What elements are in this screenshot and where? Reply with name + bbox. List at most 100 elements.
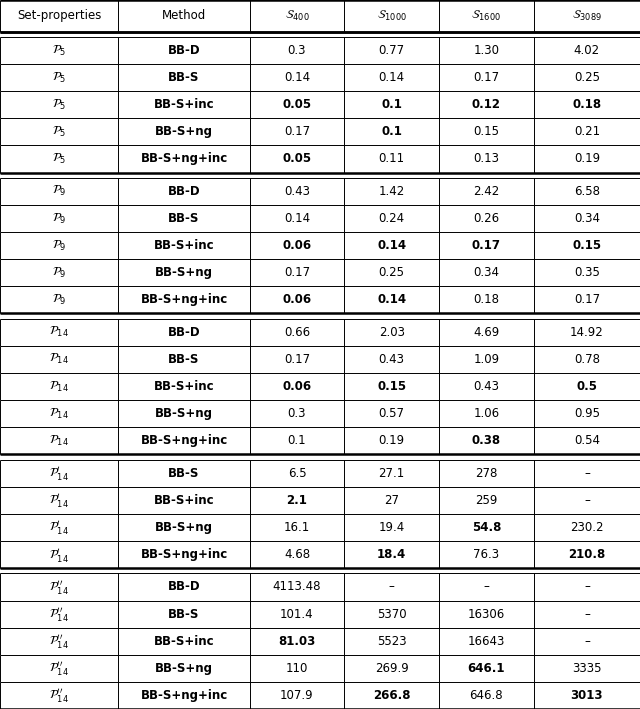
Text: 0.15: 0.15	[572, 239, 602, 252]
Text: 5523: 5523	[377, 635, 406, 648]
Text: 0.77: 0.77	[379, 44, 404, 57]
Text: 0.18: 0.18	[474, 294, 499, 306]
Text: 266.8: 266.8	[373, 689, 410, 702]
Text: $\mathcal{P}_{14}$: $\mathcal{P}_{14}$	[49, 379, 69, 393]
Text: 4.68: 4.68	[284, 548, 310, 561]
Text: 81.03: 81.03	[278, 635, 316, 648]
Text: $\mathcal{P}_{14}$: $\mathcal{P}_{14}$	[49, 325, 69, 340]
Text: Set-properties: Set-properties	[17, 9, 101, 22]
Text: $\mathcal{P}_9$: $\mathcal{P}_9$	[52, 266, 67, 280]
Text: 0.06: 0.06	[282, 380, 312, 393]
Text: BB-S+ng+inc: BB-S+ng+inc	[140, 689, 228, 702]
Text: BB-S: BB-S	[168, 71, 200, 84]
Text: –: –	[388, 581, 395, 593]
Text: 0.17: 0.17	[284, 125, 310, 138]
Text: $\mathcal{P}_9$: $\mathcal{P}_9$	[52, 238, 67, 252]
Text: BB-S+ng+inc: BB-S+ng+inc	[140, 548, 228, 561]
Text: 259: 259	[476, 493, 497, 507]
Text: 0.1: 0.1	[381, 99, 402, 111]
Text: 0.1: 0.1	[381, 125, 402, 138]
Text: 0.34: 0.34	[574, 212, 600, 225]
Text: BB-S: BB-S	[168, 212, 200, 225]
Text: 0.14: 0.14	[377, 294, 406, 306]
Text: 18.4: 18.4	[377, 548, 406, 561]
Text: BB-S+inc: BB-S+inc	[154, 635, 214, 648]
Text: $\mathcal{P}_5$: $\mathcal{P}_5$	[52, 98, 67, 112]
Text: 0.19: 0.19	[379, 435, 404, 447]
Text: 0.17: 0.17	[474, 71, 499, 84]
Text: 4113.48: 4113.48	[273, 581, 321, 593]
Text: –: –	[584, 581, 590, 593]
Text: 0.43: 0.43	[474, 380, 499, 393]
Text: 278: 278	[476, 467, 497, 480]
Text: 2.1: 2.1	[287, 493, 307, 507]
Text: 0.78: 0.78	[574, 353, 600, 366]
Text: $\mathcal{P}_5$: $\mathcal{P}_5$	[52, 71, 67, 84]
Text: $\mathcal{P}_{14}$: $\mathcal{P}_{14}$	[49, 434, 69, 448]
Text: –: –	[584, 635, 590, 648]
Text: 4.69: 4.69	[473, 325, 500, 339]
Text: 1.06: 1.06	[474, 407, 499, 420]
Text: $\mathcal{P}^{\prime\prime}_{14}$: $\mathcal{P}^{\prime\prime}_{14}$	[49, 632, 69, 650]
Text: 2.42: 2.42	[473, 185, 500, 198]
Text: $\mathcal{P}^{\prime\prime}_{14}$: $\mathcal{P}^{\prime\prime}_{14}$	[49, 686, 69, 705]
Text: 0.54: 0.54	[574, 435, 600, 447]
Text: BB-S+inc: BB-S+inc	[154, 380, 214, 393]
Text: 4.02: 4.02	[574, 44, 600, 57]
Text: BB-S+inc: BB-S+inc	[154, 239, 214, 252]
Text: 646.8: 646.8	[470, 689, 503, 702]
Text: 0.95: 0.95	[574, 407, 600, 420]
Text: 5370: 5370	[377, 608, 406, 620]
Text: BB-S+ng: BB-S+ng	[155, 521, 213, 534]
Text: $\mathcal{P}^{\prime}_{14}$: $\mathcal{P}^{\prime}_{14}$	[49, 545, 69, 564]
Text: 0.14: 0.14	[284, 212, 310, 225]
Text: 0.17: 0.17	[284, 267, 310, 279]
Text: $\mathcal{P}^{\prime}_{14}$: $\mathcal{P}^{\prime}_{14}$	[49, 464, 69, 482]
Text: 110: 110	[286, 661, 308, 675]
Text: $\mathcal{S}_{3089}$: $\mathcal{S}_{3089}$	[572, 9, 602, 23]
Text: $\mathcal{P}_9$: $\mathcal{P}_9$	[52, 211, 67, 225]
Text: 0.17: 0.17	[472, 239, 501, 252]
Text: 19.4: 19.4	[378, 521, 405, 534]
Text: 0.12: 0.12	[472, 99, 501, 111]
Text: –: –	[584, 608, 590, 620]
Text: 0.43: 0.43	[284, 185, 310, 198]
Text: 0.11: 0.11	[379, 152, 404, 165]
Text: 0.34: 0.34	[474, 267, 499, 279]
Text: 0.06: 0.06	[282, 239, 312, 252]
Text: BB-S+inc: BB-S+inc	[154, 493, 214, 507]
Text: $\mathcal{S}_{400}$: $\mathcal{S}_{400}$	[285, 9, 309, 23]
Text: BB-D: BB-D	[168, 581, 200, 593]
Text: 0.17: 0.17	[574, 294, 600, 306]
Text: 0.15: 0.15	[377, 380, 406, 393]
Text: 0.14: 0.14	[379, 71, 404, 84]
Text: 0.3: 0.3	[288, 44, 306, 57]
Text: 6.5: 6.5	[287, 467, 307, 480]
Text: Method: Method	[162, 9, 206, 22]
Text: 27.1: 27.1	[378, 467, 405, 480]
Text: 0.05: 0.05	[282, 99, 312, 111]
Text: $\mathcal{P}_{14}$: $\mathcal{P}_{14}$	[49, 352, 69, 367]
Text: BB-S+inc: BB-S+inc	[154, 99, 214, 111]
Text: 0.14: 0.14	[377, 239, 406, 252]
Text: 16.1: 16.1	[284, 521, 310, 534]
Text: 14.92: 14.92	[570, 325, 604, 339]
Text: $\mathcal{S}_{1600}$: $\mathcal{S}_{1600}$	[472, 9, 501, 23]
Text: $\mathcal{P}_{14}$: $\mathcal{P}_{14}$	[49, 406, 69, 420]
Text: 0.43: 0.43	[379, 353, 404, 366]
Text: 107.9: 107.9	[280, 689, 314, 702]
Text: $\mathcal{P}^{\prime}_{14}$: $\mathcal{P}^{\prime}_{14}$	[49, 491, 69, 509]
Text: 269.9: 269.9	[375, 661, 408, 675]
Text: 0.19: 0.19	[574, 152, 600, 165]
Text: $\mathcal{P}_5$: $\mathcal{P}_5$	[52, 152, 67, 166]
Text: BB-S+ng+inc: BB-S+ng+inc	[140, 435, 228, 447]
Text: BB-S: BB-S	[168, 353, 200, 366]
Text: 1.42: 1.42	[378, 185, 405, 198]
Text: 1.09: 1.09	[474, 353, 499, 366]
Text: 0.57: 0.57	[379, 407, 404, 420]
Text: $\mathcal{S}_{1000}$: $\mathcal{S}_{1000}$	[377, 9, 406, 23]
Text: 0.18: 0.18	[572, 99, 602, 111]
Text: 2.03: 2.03	[379, 325, 404, 339]
Text: 0.1: 0.1	[287, 435, 307, 447]
Text: 1.30: 1.30	[474, 44, 499, 57]
